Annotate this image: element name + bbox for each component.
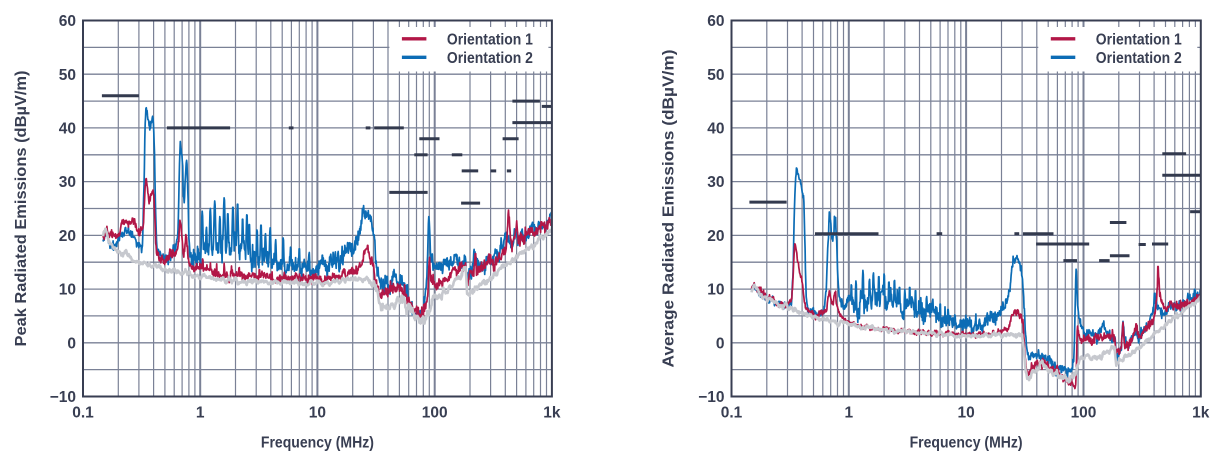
svg-text:100: 100 <box>422 405 448 422</box>
svg-text:0.1: 0.1 <box>721 405 743 422</box>
svg-text:40: 40 <box>707 121 724 138</box>
svg-text:10: 10 <box>957 405 974 422</box>
svg-text:1k: 1k <box>1192 405 1210 422</box>
svg-text:60: 60 <box>59 13 76 30</box>
svg-text:1: 1 <box>196 405 205 422</box>
svg-text:−10: −10 <box>50 389 76 406</box>
svg-text:1k: 1k <box>543 405 561 422</box>
svg-text:Average Radiated Emissions (dB: Average Radiated Emissions (dBµV/m) <box>661 50 678 368</box>
svg-text:Frequency (MHz): Frequency (MHz) <box>910 435 1023 452</box>
svg-text:Orientation 1: Orientation 1 <box>1096 31 1182 48</box>
svg-text:0: 0 <box>716 335 725 352</box>
svg-text:0.1: 0.1 <box>72 405 94 422</box>
svg-text:Orientation 1: Orientation 1 <box>447 31 533 48</box>
svg-text:−10: −10 <box>698 389 724 406</box>
svg-text:50: 50 <box>707 67 724 84</box>
svg-text:20: 20 <box>59 228 76 245</box>
svg-text:100: 100 <box>1071 405 1097 422</box>
svg-text:Orientation 2: Orientation 2 <box>447 50 533 67</box>
svg-text:60: 60 <box>707 13 724 30</box>
svg-text:Frequency (MHz): Frequency (MHz) <box>261 435 374 452</box>
svg-text:10: 10 <box>309 405 326 422</box>
svg-text:30: 30 <box>707 174 724 191</box>
svg-text:50: 50 <box>59 67 76 84</box>
svg-text:1: 1 <box>844 405 853 422</box>
svg-text:40: 40 <box>59 121 76 138</box>
svg-text:10: 10 <box>707 282 724 299</box>
svg-text:20: 20 <box>707 228 724 245</box>
svg-text:0: 0 <box>67 335 76 352</box>
svg-text:Peak Radiated Emissions (dBµV/: Peak Radiated Emissions (dBµV/m) <box>13 71 30 347</box>
svg-text:Orientation 2: Orientation 2 <box>1096 50 1182 67</box>
svg-text:10: 10 <box>59 282 76 299</box>
svg-text:30: 30 <box>59 174 76 191</box>
